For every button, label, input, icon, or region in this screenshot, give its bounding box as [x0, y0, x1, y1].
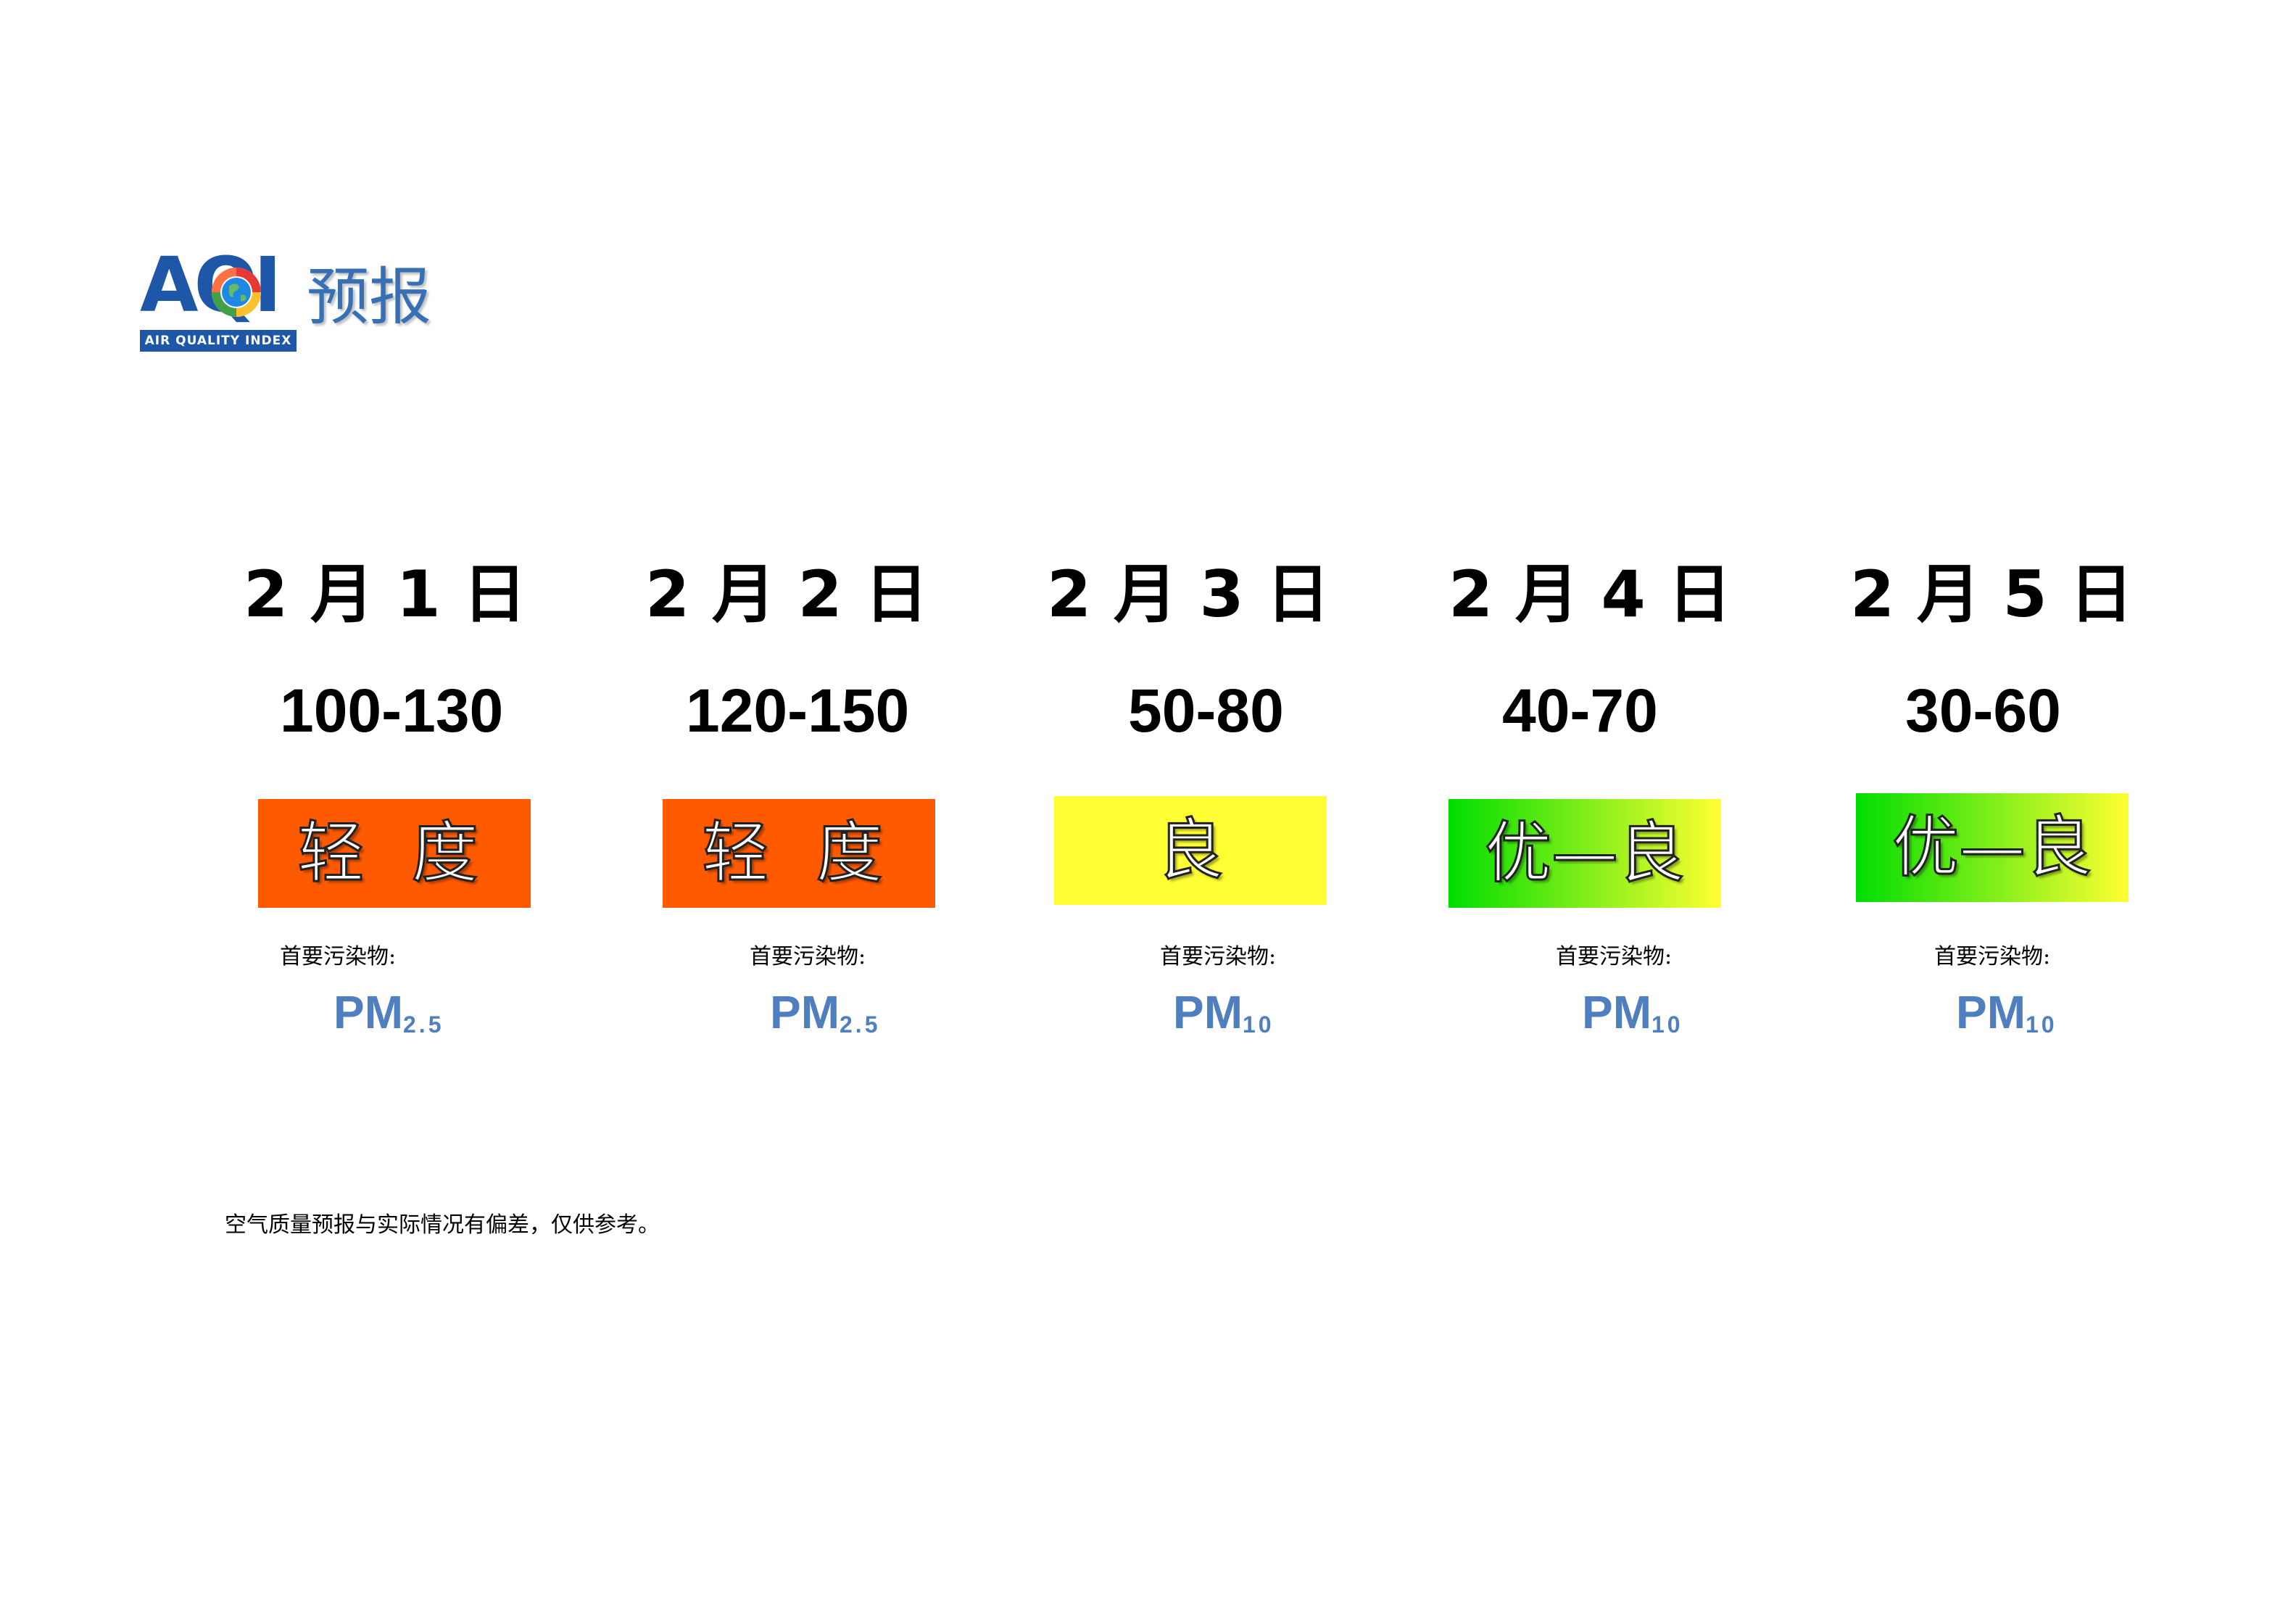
logo-band: AIR QUALITY INDEX	[140, 330, 297, 352]
forecast-day-3: 2 月 3 日 50-80 良 首要污染物: PM10	[1047, 551, 1453, 1059]
primary-pollutant: PM2.5	[333, 983, 444, 1049]
forecast-day-5: 2 月 5 日 30-60 优—良 首要污染物: PM10	[1850, 551, 2256, 1059]
aqi-range: 50-80	[1128, 676, 1284, 745]
page-title: 预报	[307, 261, 431, 334]
primary-pollutant: PM10	[1956, 983, 2057, 1049]
aqi-range: 100-130	[280, 676, 504, 745]
aqi-level-badge: 优—良	[1449, 799, 1721, 908]
pollutant-label: 首要污染物:	[750, 944, 866, 969]
forecast-date: 2 月 4 日	[1449, 557, 1732, 632]
forecast-date: 2 月 1 日	[244, 557, 527, 632]
pollutant-name: PM	[1173, 986, 1243, 1038]
aqi-logo: AQI AIR QUALITY INDEX 预报	[140, 247, 452, 359]
forecast-day-1: 2 月 1 日 100-130 轻 度 首要污染物: PM2.5	[244, 551, 650, 1059]
forecast-date: 2 月 5 日	[1850, 557, 2134, 632]
pollutant-label: 首要污染物:	[1934, 944, 2051, 969]
forecast-date: 2 月 3 日	[1047, 557, 1330, 632]
disclaimer-footnote: 空气质量预报与实际情况有偏差，仅供参考。	[225, 1212, 660, 1238]
aqi-logo-mark: AQI AIR QUALITY INDEX	[140, 247, 301, 353]
primary-pollutant: PM2.5	[770, 983, 880, 1049]
aqi-level-badge: 轻 度	[663, 799, 935, 908]
forecast-day-2: 2 月 2 日 120-150 轻 度 首要污染物: PM2.5	[645, 551, 1051, 1059]
globe-icon	[212, 268, 261, 317]
pollutant-name: PM	[770, 986, 840, 1038]
forecast-date: 2 月 2 日	[645, 557, 929, 632]
pollutant-subscript: 2.5	[840, 1011, 881, 1038]
pollutant-subscript: 10	[1243, 1011, 1275, 1038]
pollutant-name: PM	[333, 986, 403, 1038]
primary-pollutant: PM10	[1173, 983, 1275, 1049]
forecast-day-4: 2 月 4 日 40-70 优—良 首要污染物: PM10	[1449, 551, 1854, 1059]
aqi-level-badge: 优—良	[1856, 793, 2129, 902]
pollutant-subscript: 2.5	[403, 1011, 444, 1038]
aqi-level-badge: 轻 度	[258, 799, 531, 908]
pollutant-label: 首要污染物:	[280, 944, 397, 969]
pollutant-name: PM	[1956, 986, 2026, 1038]
pollutant-label: 首要污染物:	[1556, 944, 1673, 969]
aqi-range: 40-70	[1502, 676, 1658, 745]
aqi-range: 30-60	[1905, 676, 2061, 745]
pollutant-label: 首要污染物:	[1160, 944, 1277, 969]
pollutant-subscript: 10	[2026, 1011, 2057, 1038]
aqi-range: 120-150	[686, 676, 910, 745]
pollutant-name: PM	[1582, 986, 1651, 1038]
pollutant-subscript: 10	[1651, 1011, 1683, 1038]
aqi-level-badge: 良	[1054, 796, 1327, 905]
primary-pollutant: PM10	[1582, 983, 1683, 1049]
